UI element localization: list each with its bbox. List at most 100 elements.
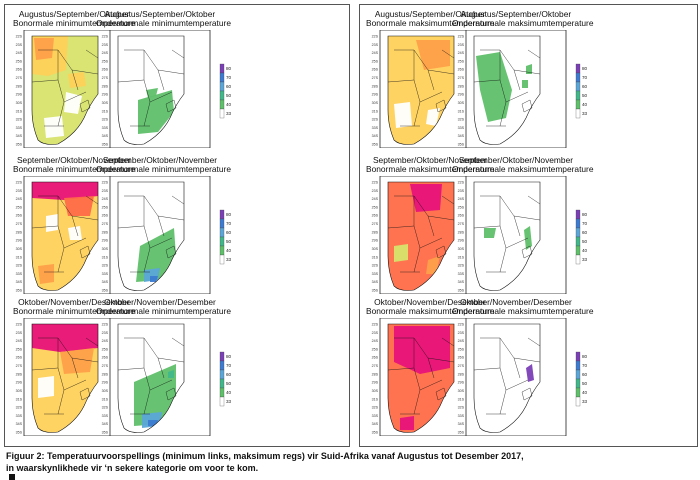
map-title: Oktober/November/Desember Bonormale minim… xyxy=(10,298,138,316)
map-title-line-1: Augustus/September/Oktober xyxy=(104,9,216,19)
country-outline xyxy=(473,35,541,145)
latitude-tick-label: 28S xyxy=(16,230,23,234)
map-title-line-1: Oktober/November/Desember xyxy=(460,297,572,307)
legend-swatch xyxy=(219,218,225,229)
legend-swatch xyxy=(575,227,581,238)
country-outline xyxy=(31,323,99,433)
probability-region xyxy=(44,116,64,138)
legend-label: 50 xyxy=(226,239,232,244)
probability-region xyxy=(60,348,94,374)
probability-region xyxy=(150,276,158,282)
latitude-tick-label: 33S xyxy=(372,414,379,418)
map-figure: 22S 23S 24S 25S 26S 27S 28S 29S 30S 31S 32S 33S 34S 3… xyxy=(458,176,588,294)
legend-label: 40 xyxy=(582,248,588,253)
figure-caption: Figuur 2: Temperatuurvoorspellings (mini… xyxy=(6,450,696,480)
latitude-tick-label: 33S xyxy=(458,272,465,276)
latitude-tick-label: 27S xyxy=(16,364,23,368)
legend-swatch xyxy=(575,209,581,220)
latitude-tick-label: 26S xyxy=(458,356,465,360)
province-border xyxy=(149,379,173,391)
latitude-tick-label: 22S xyxy=(102,35,109,39)
map-title-line-2: Bonormale maksimumtemperature xyxy=(366,18,495,28)
latitude-tick-label: 32S xyxy=(372,406,379,410)
probability-legend: 80 70 60 50 40 33 xyxy=(219,63,232,119)
probability-region xyxy=(138,90,174,134)
legend-label: 80 xyxy=(582,354,588,359)
map-title-line-2: Ondernormale minimumtemperature xyxy=(96,306,231,316)
map-panel: Augustus/September/Oktober Ondernormale m… xyxy=(96,10,256,150)
legend-swatch xyxy=(575,378,581,389)
map-panel: Augustus/September/Oktober Ondernormale m… xyxy=(452,10,612,150)
legend-swatch xyxy=(219,387,225,398)
caption-line-1: Figuur 2: Temperatuurvoorspellings (mini… xyxy=(6,451,524,461)
province-border xyxy=(427,69,435,91)
latitude-tick-label: 31S xyxy=(458,255,465,259)
legend-swatch xyxy=(219,209,225,220)
map-figure: 22S 23S 24S 25S 26S 27S 28S 29S 30S 31S 32S 33S 34S 3… xyxy=(102,176,232,294)
legend-label: 70 xyxy=(582,363,588,368)
latitude-tick-label: 24S xyxy=(458,339,465,343)
map-title: Oktober/November/Desember Ondernormale ma… xyxy=(452,297,594,316)
map-title: Augustus/September/Oktober Bonormale maks… xyxy=(366,10,494,28)
latitude-tick-label: 28S xyxy=(372,84,379,88)
probability-legend: 80 70 60 50 40 33 xyxy=(219,209,232,265)
province-border xyxy=(427,215,435,237)
latitude-tick-label: 24S xyxy=(372,339,379,343)
latitude-tick-label: 33S xyxy=(16,414,23,418)
legend-label: 60 xyxy=(582,230,588,235)
latitude-tick-label: 34S xyxy=(372,422,379,426)
latitude-tick-label: 25S xyxy=(102,59,109,63)
map-title-line-2: Ondernormale maksimumtemperature xyxy=(452,306,594,316)
latitude-tick-label: 24S xyxy=(458,51,465,55)
province-border xyxy=(85,195,99,205)
province-border xyxy=(85,337,99,347)
legend-swatch xyxy=(219,63,225,74)
probability-region xyxy=(38,376,54,398)
legend-label: 33 xyxy=(226,257,232,262)
latitude-tick-label: 27S xyxy=(102,76,109,80)
latitude-tick-label: 30S xyxy=(16,101,23,105)
province-border xyxy=(387,337,415,371)
latitude-tick-label: 33S xyxy=(102,272,109,276)
latitude-tick-label: 32S xyxy=(458,406,465,410)
legend-label: 40 xyxy=(226,248,232,253)
province-border xyxy=(63,237,87,249)
probability-region xyxy=(484,228,496,238)
latitude-tick-label: 28S xyxy=(102,230,109,234)
probability-region xyxy=(394,102,412,128)
country-outline xyxy=(387,35,455,145)
map-panel: Oktober/November/Desember Ondernormale mi… xyxy=(96,298,256,438)
latitude-tick-label: 26S xyxy=(102,356,109,360)
probability-region xyxy=(46,214,58,232)
province-border xyxy=(473,195,501,229)
probability-region xyxy=(168,370,174,378)
province-border xyxy=(165,387,177,401)
map-title-line-1: Oktober/November/Desember xyxy=(18,297,130,307)
latitude-tick-label: 35S xyxy=(102,431,109,435)
latitude-tick-label: 31S xyxy=(372,255,379,259)
probability-region xyxy=(64,196,94,216)
province-border xyxy=(71,69,79,91)
legend-label: 40 xyxy=(582,390,588,395)
latitude-tick-label: 35S xyxy=(458,143,465,147)
map-figure: 22S 23S 24S 25S 26S 27S 28S 29S 30S 31S 32S 33S 34S 3… xyxy=(102,30,232,148)
latitude-tick-label: 29S xyxy=(458,381,465,385)
country-outline xyxy=(387,323,455,433)
map-figure: 22S 23S 24S 25S 26S 27S 28S 29S 30S 31S 32S 33S 34S 3… xyxy=(102,318,232,436)
province-border xyxy=(157,357,165,379)
map-plot-area xyxy=(109,30,211,148)
legend-label: 33 xyxy=(226,399,232,404)
latitude-tick-label: 34S xyxy=(458,422,465,426)
legend-label: 50 xyxy=(226,381,232,386)
province-border xyxy=(513,69,521,91)
probability-region xyxy=(136,228,176,282)
latitude-tick-label: 32S xyxy=(16,264,23,268)
latitude-tick-label: 24S xyxy=(16,197,23,201)
country-outline xyxy=(31,181,99,291)
latitude-tick-label: 27S xyxy=(458,364,465,368)
latitude-tick-label: 29S xyxy=(458,239,465,243)
latitude-tick-label: 27S xyxy=(102,222,109,226)
latitude-tick-label: 22S xyxy=(16,323,23,327)
province-border xyxy=(79,99,91,113)
latitude-tick-label: 30S xyxy=(458,389,465,393)
